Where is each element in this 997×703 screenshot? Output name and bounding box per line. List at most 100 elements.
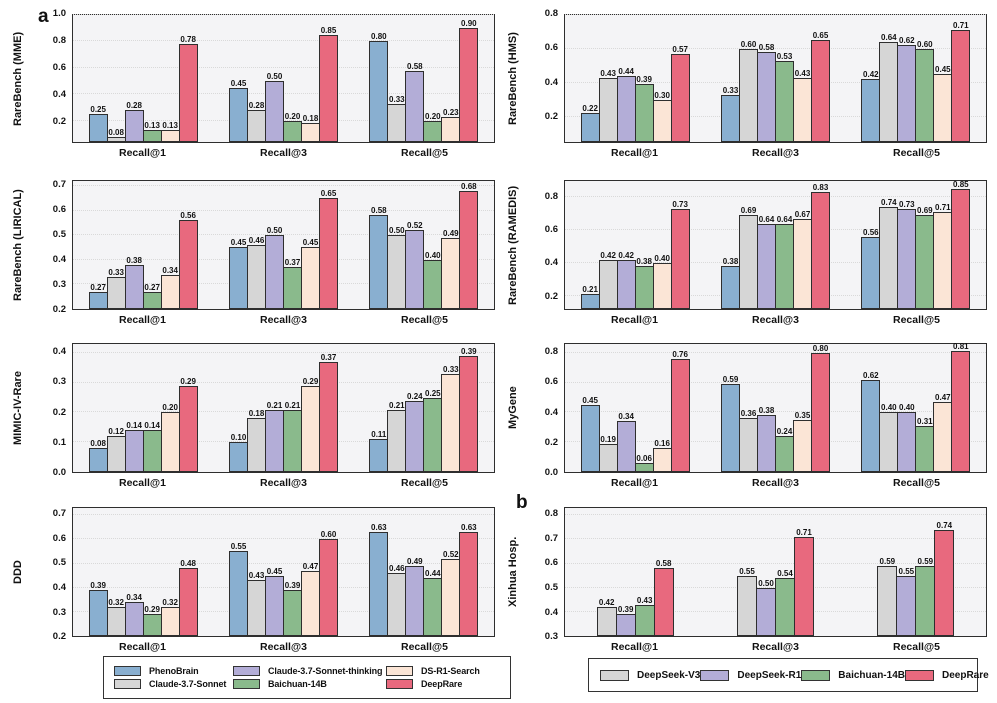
legend-item: Baichuan-14B [233,679,386,689]
bar: 0.62 [861,371,881,472]
y-tick-label: 0.2 [544,290,558,302]
y-tick-label: 0.4 [52,254,66,265]
bar-value-label: 0.32 [108,598,124,608]
bar-value-label: 0.44 [618,66,634,76]
bar: 0.33 [106,268,126,309]
bar: 0.21 [282,401,302,472]
bar-value-label: 0.56 [180,211,196,221]
y-tick-label: 0.2 [544,436,558,448]
x-category-label: Recall@3 [259,641,307,653]
bar: 0.37 [318,353,338,472]
bar: 0.53 [774,52,794,142]
legend-swatch [114,666,141,676]
y-axis-label: MyGene [507,386,519,430]
legend-label: Baichuan-14B [838,669,905,681]
bar-value-label: 0.57 [672,44,688,54]
bar: 0.47 [933,393,953,472]
bar-value-label: 0.10 [230,433,247,443]
bar: 0.33 [720,86,740,142]
bar-value-label: 0.53 [776,51,793,61]
gridline [565,351,986,353]
y-tick-label: 0.0 [52,467,66,478]
legend-item: DeepRare [386,679,502,689]
bar-group: 0.38 0.69 0.64 0.64 0.67 0.83 [705,181,845,309]
bar: 0.74 [934,521,955,636]
bar-value-label: 0.44 [425,569,441,579]
bar-value-label: 0.29 [144,605,160,615]
bar-value-label: 0.62 [899,36,915,46]
bar: 0.55 [896,567,917,636]
bar: 0.28 [246,101,266,142]
y-tick-label: 0.8 [52,34,66,46]
x-category-label: Recall@5 [892,477,940,489]
legend-item: DeepSeek-R1 [700,669,801,681]
bar-group: 0.62 0.40 0.40 0.31 0.47 0.81 [846,342,986,472]
bar-value-label: 0.43 [794,68,811,78]
x-category-label: Recall@3 [751,477,799,489]
x-category-label: Recall@5 [400,147,448,159]
bar-value-label: 0.45 [230,78,247,88]
x-category-label: Recall@3 [751,147,799,159]
legend-item: Baichuan-14B [801,669,905,681]
bar: 0.29 [178,377,198,472]
bar: 0.20 [423,112,443,142]
bar-value-label: 0.21 [284,400,301,410]
bar: 0.42 [596,598,617,636]
bar-value-label: 0.40 [899,403,915,413]
legend-swatch [386,666,413,676]
x-category-label: Recall@3 [751,314,799,326]
legend-label: DeepRare [941,669,989,681]
bar-value-label: 0.78 [180,35,196,45]
bar-value-label: 0.55 [898,566,915,576]
gridline [73,66,494,68]
bar-groups: 0.42 0.39 0.43 0.58 0.55 0.50 0.54 0.71 0.59 0.55… [565,508,986,636]
y-tick-label: 0.0 [544,467,558,478]
y-tick-label: 0.4 [52,581,66,593]
bar: 0.64 [879,33,899,142]
bar-group: 0.39 0.32 0.34 0.29 0.32 0.48 [73,508,213,636]
legend-label: DeepRare [421,679,463,689]
y-axis-label: MIMIC-IV-Rare [12,371,24,445]
bar: 0.44 [616,67,636,142]
y-tick-label: 0.3 [52,279,66,290]
bar: 0.40 [897,403,917,472]
bar-value-label: 0.20 [162,403,178,413]
bar-value-label: 0.69 [740,206,757,216]
y-tick-label: 0.2 [52,304,66,315]
bar: 0.43 [634,596,655,636]
legend-swatch [600,669,629,681]
bar-group: 0.08 0.12 0.14 0.14 0.20 0.29 [73,344,213,472]
bar: 0.21 [580,285,600,309]
bar-group: 0.45 0.19 0.34 0.06 0.16 0.76 [565,344,705,472]
bar: 0.27 [88,283,108,309]
bar: 0.73 [897,200,917,309]
bar: 0.14 [124,421,144,472]
bar: 0.48 [178,559,198,636]
bar-value-label: 0.48 [180,559,196,569]
bar-value-label: 0.32 [162,598,178,608]
x-category-label: Recall@5 [892,147,940,159]
bar-value-label: 0.49 [443,228,459,238]
y-tick-label: 0.5 [52,557,66,569]
panel-label-b: b [516,492,528,513]
bar-group: 0.58 0.50 0.52 0.40 0.49 0.68 [354,181,494,309]
legend-swatch [233,666,260,676]
bar-value-label: 0.71 [953,21,969,31]
bar-groups: 0.45 0.19 0.34 0.06 0.16 0.76 0.59 0.36 0.38 0.24… [565,342,986,472]
bar: 0.47 [300,562,320,636]
bar-value-label: 0.13 [162,121,178,131]
plot-area: 0.22 0.43 0.44 0.39 0.30 0.57 0.33 0.60 0.58 0.53… [564,14,987,143]
bar-value-label: 0.58 [655,559,672,569]
bar-chart-panel: RareBench (RAMEDIS) 0.21 0.42 0.42 0.38 0.40 0… [505,180,987,332]
x-category-labels: Recall@1 Recall@3 Recall@5 [72,641,495,653]
bar-value-label: 0.43 [248,571,265,581]
gridline [73,381,494,383]
bar-value-label: 0.45 [935,65,951,75]
bar: 0.52 [405,221,425,309]
bar-value-label: 0.63 [371,523,387,533]
bar: 0.52 [441,550,461,636]
bar: 0.71 [951,21,971,142]
bar-value-label: 0.42 [618,250,634,260]
bar: 0.10 [228,433,248,472]
bar-group: 0.80 0.33 0.58 0.20 0.23 0.90 [354,15,494,142]
